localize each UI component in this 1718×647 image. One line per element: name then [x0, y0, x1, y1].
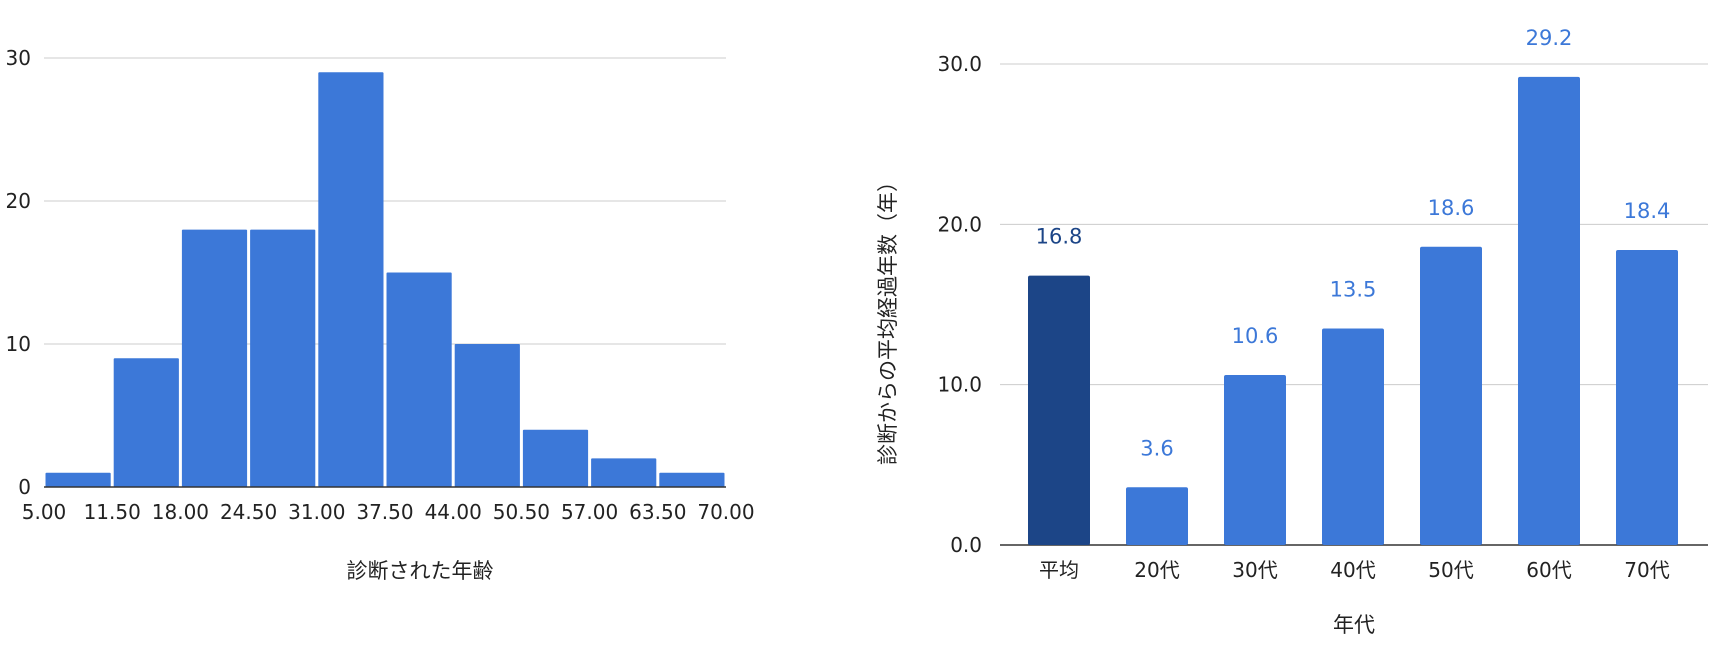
histogram-x-tick-label: 18.00	[152, 500, 209, 524]
age-histogram: 診断された年齢 0 10 20 30 5.00 11.50 18.00 24.50 31.00 3…	[6, 46, 755, 583]
bar-chart-bar	[1518, 76, 1580, 546]
histogram-x-tick-label: 24.50	[220, 500, 277, 524]
histogram-x-tick-label: 44.00	[425, 500, 482, 524]
bar-chart-x-axis-title: 年代	[1333, 613, 1375, 637]
bar-chart-bar	[1028, 275, 1090, 545]
histogram-x-tick-label: 31.00	[288, 500, 345, 524]
histogram-bar	[591, 458, 657, 487]
bar-chart-bar	[1420, 246, 1482, 545]
histogram-bar	[454, 344, 520, 487]
bar-chart-x-tick-label: 20代	[1134, 558, 1179, 582]
bar-chart-data-label: 10.6	[1232, 324, 1279, 348]
bar-chart-x-tick-label: 70代	[1624, 558, 1669, 582]
bar-chart-data-label: 16.8	[1036, 225, 1083, 249]
bar-chart-data-label: 13.5	[1330, 278, 1377, 302]
histogram-x-tick-label: 63.50	[629, 500, 686, 524]
histogram-y-tick-label: 10	[6, 332, 31, 356]
histogram-x-tick-label: 50.50	[493, 500, 550, 524]
histogram-bar	[522, 429, 589, 487]
bar-chart-x-tick-label: 60代	[1526, 558, 1571, 582]
histogram-bar	[250, 229, 316, 487]
bar-chart-y-tick-label: 20.0	[937, 212, 982, 236]
bar-chart-data-label: 18.4	[1624, 199, 1671, 223]
bar-chart-y-axis-title: 診断からの平均経過年数（年）	[876, 171, 900, 465]
histogram-x-tick-label: 57.00	[561, 500, 618, 524]
years-since-diagnosis-chart: 年代 診断からの平均経過年数（年） 0.0 10.0 20.0 30.0 16.8 平均 3…	[876, 26, 1708, 637]
bar-chart-data-label: 29.2	[1526, 26, 1573, 50]
bar-chart-data-label: 18.6	[1428, 196, 1475, 220]
bar-chart-bar	[1126, 487, 1188, 545]
histogram-bar	[113, 358, 179, 487]
bar-chart-y-tick-label: 10.0	[937, 373, 982, 397]
bar-chart-x-tick-label: 30代	[1232, 558, 1277, 582]
bar-chart-x-tick-label: 50代	[1428, 558, 1473, 582]
bar-chart-bar	[1224, 375, 1286, 545]
histogram-bar	[181, 229, 248, 487]
bar-chart-bar	[1616, 249, 1678, 545]
histogram-x-tick-label: 70.00	[697, 500, 754, 524]
bar-chart-y-tick-label: 0.0	[950, 533, 982, 557]
bar-chart-x-tick-label: 40代	[1330, 558, 1375, 582]
bar-chart-bar	[1322, 328, 1384, 545]
histogram-x-tick-label: 11.50	[84, 500, 141, 524]
histogram-bar	[45, 472, 111, 487]
histogram-bar	[386, 272, 452, 487]
bar-chart-data-label: 3.6	[1140, 436, 1173, 460]
histogram-x-axis-title: 診断された年齢	[347, 559, 494, 583]
histogram-y-tick-label: 30	[6, 46, 31, 70]
bar-chart-y-tick-label: 30.0	[937, 52, 982, 76]
histogram-bar	[659, 472, 725, 487]
histogram-x-tick-label: 5.00	[22, 500, 67, 524]
histogram-x-tick-label: 37.50	[356, 500, 413, 524]
histogram-y-tick-label: 20	[6, 189, 31, 213]
histogram-bar	[318, 72, 384, 488]
histogram-y-tick-label: 0	[18, 475, 31, 499]
bar-chart-x-tick-label: 平均	[1039, 558, 1079, 582]
